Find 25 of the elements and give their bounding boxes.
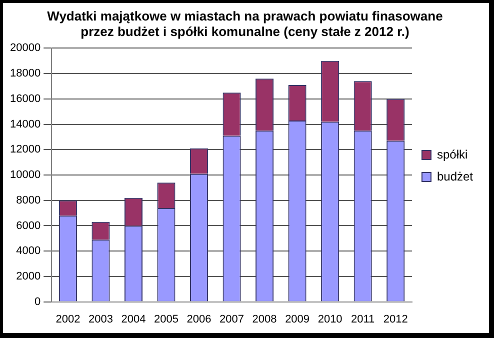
- y-tick-label: 14000: [10, 118, 41, 130]
- x-tick-label: 2008: [252, 313, 277, 326]
- y-tick-label: 18000: [10, 68, 41, 80]
- x-tick-label: 2004: [121, 313, 146, 326]
- x-tick-label: 2009: [285, 313, 310, 326]
- x-tick-label: 2012: [383, 313, 408, 326]
- y-tick-label: 12000: [10, 144, 41, 156]
- y-tick-label: 4000: [16, 245, 41, 258]
- x-tick-label: 2005: [154, 313, 178, 326]
- x-tick-label: 2003: [88, 313, 113, 326]
- y-tick-label: 16000: [10, 92, 41, 105]
- y-tick-label: 0: [34, 296, 41, 308]
- y-tick-label: 2000: [16, 270, 41, 282]
- legend-label: spółki: [436, 147, 468, 162]
- x-tick-label: 2002: [56, 313, 80, 326]
- legend-label: budżet: [436, 169, 474, 184]
- x-tick-label: 2010: [318, 313, 342, 326]
- x-tick-label: 2007: [220, 313, 244, 326]
- x-tick-label: 2006: [186, 313, 212, 326]
- y-tick-label: 6000: [16, 220, 41, 232]
- x-tick-label: 2011: [351, 313, 375, 326]
- y-tick-label: 20000: [10, 42, 41, 54]
- y-tick-label: 10000: [10, 169, 41, 182]
- chart-title: Wydatki majątkowe w miastach na prawach powiatu finasowane przez budżet i spółki komunalne (ceny stałe z 2012 r.): [47, 8, 443, 39]
- y-tick-label: 8000: [16, 194, 41, 206]
